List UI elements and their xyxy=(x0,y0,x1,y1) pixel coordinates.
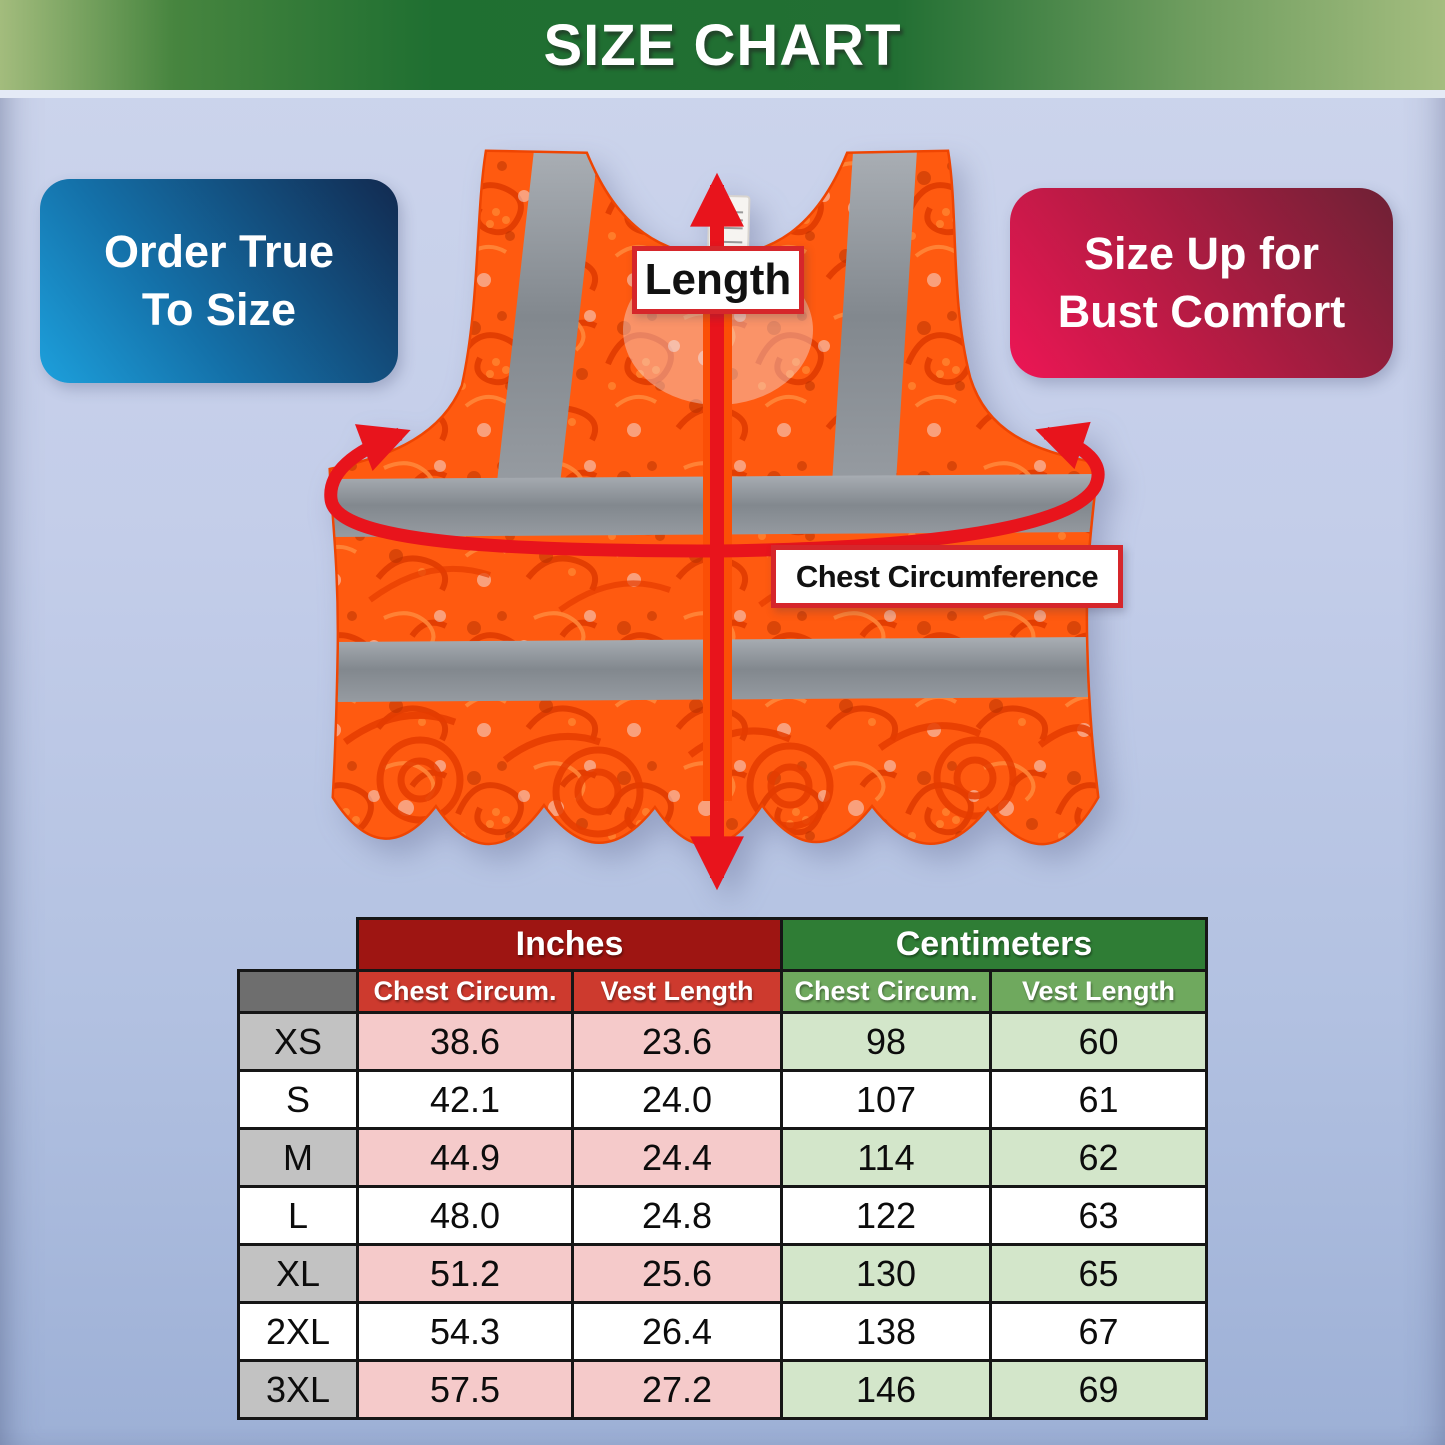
chest-in-cell: 38.6 xyxy=(356,1011,574,1072)
col-header-length-in: Vest Length xyxy=(571,969,783,1014)
chest-in-cell: 54.3 xyxy=(356,1301,574,1362)
chest-cm-cell: 138 xyxy=(780,1301,992,1362)
inches-header: Inches xyxy=(356,917,783,972)
length-cm-cell: 61 xyxy=(988,1069,1209,1130)
col-header-length-cm: Vest Length xyxy=(988,969,1209,1014)
centimeters-header: Centimeters xyxy=(779,917,1209,972)
size-cell: 2XL xyxy=(237,1301,359,1362)
corner-empty-cell xyxy=(239,919,358,971)
size-table: Inches Centimeters Chest Circum. Vest Le… xyxy=(237,917,1209,1420)
chest-cm-cell: 146 xyxy=(780,1359,992,1420)
length-in-cell: 26.4 xyxy=(571,1301,783,1362)
unit-header-row: Inches Centimeters xyxy=(239,917,1209,972)
length-in-cell: 23.6 xyxy=(571,1011,783,1072)
reflective-stripes xyxy=(331,152,1097,702)
table-row-s: S 42.1 24.0 107 61 xyxy=(237,1069,1209,1130)
length-label: Length xyxy=(632,246,804,314)
length-cm-cell: 67 xyxy=(988,1301,1209,1362)
table-row-m: M 44.9 24.4 114 62 xyxy=(237,1127,1209,1188)
title-banner: SIZE CHART xyxy=(0,0,1445,98)
size-cell: 3XL xyxy=(237,1359,359,1420)
length-cm-cell: 63 xyxy=(988,1185,1209,1246)
size-cell: XL xyxy=(237,1243,359,1304)
chest-in-cell: 42.1 xyxy=(356,1069,574,1130)
length-cm-cell: 69 xyxy=(988,1359,1209,1420)
table-row-2xl: 2XL 54.3 26.4 138 67 xyxy=(237,1301,1209,1362)
chest-cm-cell: 98 xyxy=(780,1011,992,1072)
chest-cm-cell: 122 xyxy=(780,1185,992,1246)
corner-gray-cell xyxy=(237,969,359,1014)
table-row-xl: XL 51.2 25.6 130 65 xyxy=(237,1243,1209,1304)
size-cell: L xyxy=(237,1185,359,1246)
length-cm-cell: 65 xyxy=(988,1243,1209,1304)
column-header-row: Chest Circum. Vest Length Chest Circum. … xyxy=(237,969,1209,1014)
chest-in-cell: 48.0 xyxy=(356,1185,574,1246)
size-cell: M xyxy=(237,1127,359,1188)
badge-line: Size Up for xyxy=(1083,228,1320,280)
chest-circumference-label: Chest Circumference xyxy=(771,545,1123,608)
badge-line: Order True xyxy=(103,226,335,278)
table-row-l: L 48.0 24.8 122 63 xyxy=(237,1185,1209,1246)
length-in-cell: 27.2 xyxy=(571,1359,783,1420)
length-in-cell: 24.8 xyxy=(571,1185,783,1246)
length-in-cell: 24.4 xyxy=(571,1127,783,1188)
chest-in-cell: 44.9 xyxy=(356,1127,574,1188)
badge-size-up-for-bust: Size Up for Bust Comfort xyxy=(1010,188,1393,378)
page-title: SIZE CHART xyxy=(543,12,902,78)
chest-cm-cell: 114 xyxy=(780,1127,992,1188)
length-cm-cell: 60 xyxy=(988,1011,1209,1072)
chest-cm-cell: 107 xyxy=(780,1069,992,1130)
size-cell: S xyxy=(237,1069,359,1130)
col-header-chest-in: Chest Circum. xyxy=(356,969,574,1014)
badge-line: To Size xyxy=(141,284,297,335)
chest-in-cell: 51.2 xyxy=(356,1243,574,1304)
size-cell: XS xyxy=(237,1011,359,1072)
length-cm-cell: 62 xyxy=(988,1127,1209,1188)
col-header-chest-cm: Chest Circum. xyxy=(780,969,992,1014)
length-in-cell: 24.0 xyxy=(571,1069,783,1130)
table-row-3xl: 3XL 57.5 27.2 146 69 xyxy=(237,1359,1209,1420)
chest-in-cell: 57.5 xyxy=(356,1359,574,1420)
length-in-cell: 25.6 xyxy=(571,1243,783,1304)
chest-cm-cell: 130 xyxy=(780,1243,992,1304)
badge-order-true-to-size: Order True To Size xyxy=(40,179,398,383)
badge-line: Bust Comfort xyxy=(1057,286,1346,337)
table-row-xs: XS 38.6 23.6 98 60 xyxy=(237,1011,1209,1072)
